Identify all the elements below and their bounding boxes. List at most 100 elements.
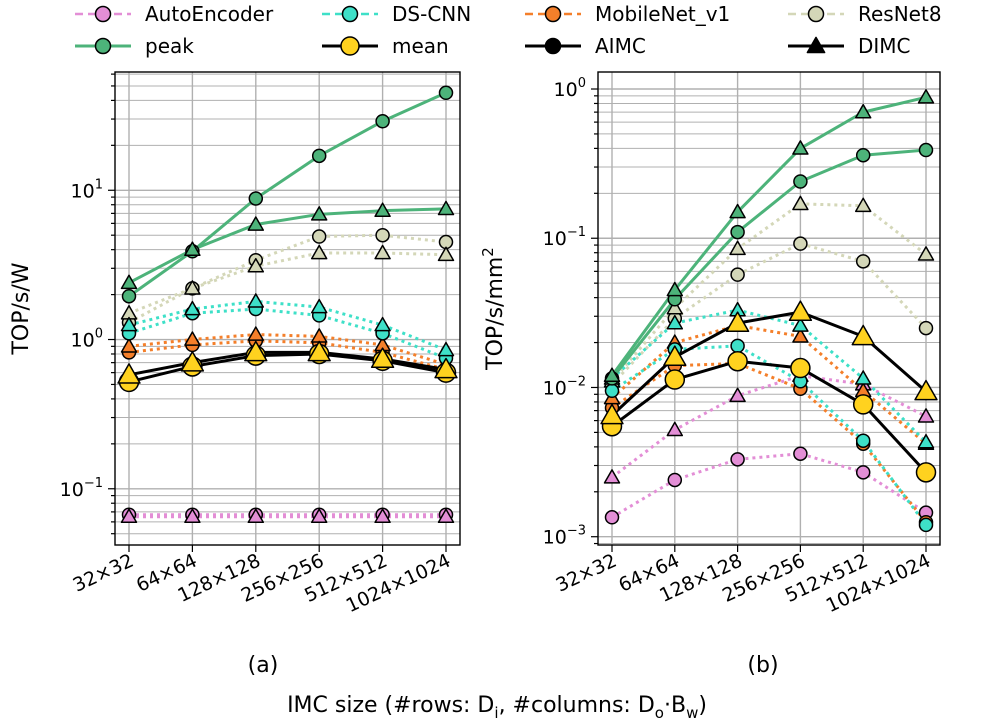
x-tick-label: 32×32 — [553, 550, 621, 597]
series-line-ds-cnn-aimc — [128, 307, 447, 360]
data-point-resnet8-aimc — [375, 227, 390, 243]
legend-label: DS-CNN — [392, 2, 471, 26]
data-point-resnet8-aimc — [730, 267, 745, 282]
plot-frame — [114, 71, 461, 546]
data-point-peak-dimc — [792, 140, 809, 155]
data-point-ds-cnn-aimc — [918, 517, 934, 533]
series-line-peak-dimc — [610, 95, 927, 377]
data-point-autoencoder-dimc — [120, 508, 138, 524]
plot-frame — [597, 71, 941, 546]
data-point-mean-dimc — [914, 379, 938, 401]
data-point-peak-aimc — [918, 142, 934, 158]
legend-marker — [544, 37, 562, 55]
series — [600, 89, 938, 533]
data-point-peak-aimc — [855, 147, 871, 163]
series-line-mobilenet-v1-aimc — [611, 361, 928, 524]
data-point-resnet8-dimc — [310, 244, 328, 260]
data-point-resnet8-dimc — [917, 246, 935, 261]
data-point-ds-cnn-dimc — [917, 433, 935, 449]
panel-b-label: (b) — [747, 653, 778, 678]
panel-b-chart: 10−310−210−110032×3264×64128×128256×2565… — [479, 71, 941, 617]
data-point-peak-dimc — [729, 203, 746, 219]
data-point-peak-dimc — [666, 281, 684, 297]
y-tick-label: 101 — [71, 177, 103, 202]
data-point-peak-aimc — [438, 85, 454, 101]
data-point-mean-dimc — [117, 363, 141, 384]
y-tick-label: 10−2 — [543, 374, 586, 399]
data-point-peak-aimc — [121, 288, 137, 304]
data-point-mobilenet-v1-dimc — [792, 328, 809, 343]
y-axis-label: TOP/s/mm2 — [479, 247, 508, 371]
data-point-resnet8-dimc — [792, 195, 809, 211]
series-line-mean-dimc — [128, 350, 447, 377]
data-point-resnet8-dimc — [666, 299, 684, 315]
data-point-mean-dimc — [307, 340, 331, 362]
data-point-autoencoder-dimc — [310, 508, 328, 524]
data-point-mean-aimc — [727, 350, 748, 372]
data-point-ds-cnn-dimc — [792, 317, 809, 332]
legend-item-aimc: AIMC — [525, 34, 646, 58]
data-point-mean-dimc — [244, 340, 268, 362]
data-point-resnet8-dimc — [247, 257, 265, 273]
series — [117, 85, 458, 524]
legend-marker — [94, 5, 112, 23]
data-point-mean-dimc — [434, 357, 458, 379]
legend-marker — [340, 36, 360, 56]
data-point-mean-aimc — [915, 462, 937, 483]
data-point-ds-cnn-dimc — [247, 293, 265, 308]
data-point-mean-dimc — [725, 311, 750, 333]
data-point-peak-dimc — [247, 216, 265, 231]
data-point-resnet8-dimc — [437, 246, 455, 262]
data-point-mean-dimc — [851, 324, 875, 346]
data-point-resnet8-aimc — [793, 236, 808, 251]
data-point-mean-dimc — [180, 350, 205, 372]
data-point-resnet8-aimc — [918, 320, 934, 336]
series-line-mean-aimc — [128, 352, 447, 384]
legend-label: ResNet8 — [858, 2, 942, 26]
data-point-ds-cnn-dimc — [437, 341, 455, 357]
captions: (a) (b) IMC size (#rows: Di, #columns: D… — [248, 653, 779, 722]
series-line-resnet8-dimc — [128, 251, 447, 315]
data-point-resnet8-dimc — [854, 197, 872, 213]
y-tick-label: 100 — [71, 327, 103, 352]
data-point-autoencoder-aimc — [855, 465, 871, 480]
data-point-ds-cnn-dimc — [120, 316, 138, 332]
data-point-peak-aimc — [375, 114, 390, 129]
legend: AutoEncoder DS-CNN MobileNet_v1 ResNet8 peak… — [75, 2, 942, 58]
y-tick-label: 100 — [554, 76, 586, 101]
series-line-peak-aimc — [610, 148, 927, 380]
data-point-autoencoder-aimc — [730, 452, 745, 467]
data-point-ds-cnn-aimc — [855, 433, 871, 448]
legend-label: AutoEncoder — [145, 2, 274, 26]
data-point-ds-cnn-dimc — [184, 300, 201, 316]
data-point-ds-cnn-aimc — [604, 383, 620, 399]
data-point-mean-aimc — [664, 369, 686, 390]
series-line-mobilenet-v1-dimc — [611, 324, 927, 445]
series-line-resnet8-dimc — [610, 202, 927, 383]
data-point-peak-dimc — [184, 241, 201, 257]
legend-label: AIMC — [595, 34, 646, 58]
series-line-autoencoder-dimc — [611, 374, 927, 479]
data-point-ds-cnn-dimc — [854, 370, 872, 385]
grid — [108, 72, 460, 552]
y-tick-label: 10−1 — [543, 225, 586, 250]
data-point-peak-dimc — [917, 89, 935, 104]
panel-a-label: (a) — [248, 653, 279, 678]
legend-label: DIMC — [858, 34, 911, 58]
data-point-autoencoder-aimc — [667, 472, 683, 488]
x-axis-label: IMC size (#rows: Di, #columns: Do·Bw) — [287, 693, 707, 722]
data-point-resnet8-aimc — [855, 254, 871, 269]
legend-marker — [341, 5, 359, 23]
data-point-autoencoder-dimc — [184, 508, 201, 524]
data-point-peak-dimc — [374, 202, 391, 218]
data-point-autoencoder-dimc — [374, 508, 391, 524]
data-point-mobilenet-v1-dimc — [120, 338, 138, 353]
data-point-peak-aimc — [248, 191, 264, 206]
data-point-mobilenet-v1-dimc — [247, 326, 265, 341]
data-point-autoencoder-dimc — [247, 508, 265, 524]
legend-marker — [807, 5, 825, 23]
series-line-resnet8-aimc — [128, 233, 447, 324]
data-point-autoencoder-dimc — [437, 508, 455, 524]
data-point-autoencoder-aimc — [793, 446, 808, 461]
